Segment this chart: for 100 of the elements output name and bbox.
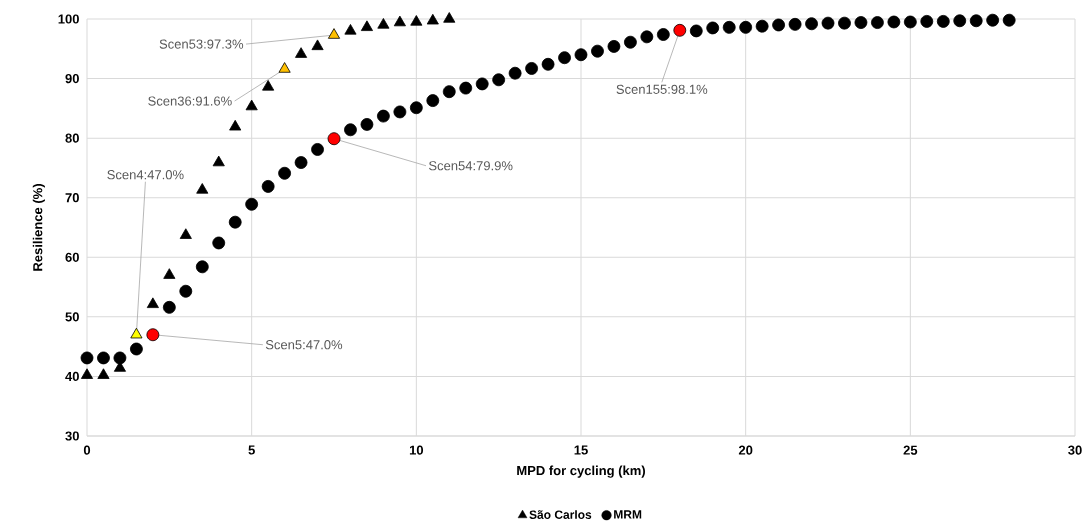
point: [854, 16, 868, 29]
y-axis-title: Resilience (%): [32, 184, 45, 271]
point: [195, 260, 209, 274]
point: [212, 236, 226, 250]
point: [443, 12, 456, 23]
point: [887, 15, 901, 29]
point: [409, 101, 423, 115]
point: [179, 284, 193, 298]
point: [903, 15, 917, 29]
point: [986, 13, 1000, 27]
point: [377, 109, 390, 123]
point: [838, 16, 851, 30]
point: [278, 166, 291, 180]
y-tick-label: 100: [58, 14, 79, 24]
point: [162, 300, 176, 314]
point: [146, 297, 159, 308]
point: [295, 47, 308, 58]
legend-label: MRM: [614, 510, 642, 519]
x-axis-title: MPD for cycling (km): [517, 465, 645, 478]
point: [656, 28, 670, 41]
x-tick-label: 5: [248, 445, 255, 455]
annotation: Scen36:91.6%: [148, 96, 232, 106]
annotation: Scen5:47.0%: [265, 340, 343, 350]
point: [97, 351, 110, 365]
point: [228, 215, 242, 229]
point: [558, 51, 571, 65]
x-tick-label: 15: [574, 445, 588, 455]
point: [245, 99, 258, 111]
point: [410, 15, 423, 26]
point: [1002, 13, 1016, 27]
point: [294, 156, 308, 169]
point: [311, 39, 324, 51]
point: [426, 94, 440, 108]
legend-label: São Carlos: [529, 510, 592, 519]
point: [936, 14, 950, 28]
point: [327, 28, 341, 39]
point: [113, 351, 127, 365]
point: [953, 14, 967, 28]
point: [163, 268, 176, 279]
point: [130, 342, 143, 356]
point: [475, 77, 489, 91]
point: [739, 20, 753, 34]
point: [689, 24, 703, 38]
annotation: Scen54:79.9%: [429, 161, 513, 171]
point: [755, 19, 769, 33]
y-tick-label: 90: [65, 73, 79, 84]
y-tick-label: 80: [65, 133, 79, 143]
annotation: Scen155:98.1%: [616, 84, 708, 94]
point: [327, 132, 341, 146]
point: [196, 183, 209, 194]
point: [261, 180, 275, 193]
annotation: Scen4:47.0%: [107, 170, 184, 180]
y-tick-label: 70: [65, 193, 79, 203]
point: [871, 16, 884, 29]
point: [344, 24, 357, 35]
y-tick-label: 30: [65, 431, 79, 441]
point: [130, 327, 143, 339]
point: [772, 18, 786, 32]
point: [360, 118, 374, 131]
point: [212, 155, 225, 167]
x-tick-label: 0: [83, 445, 91, 455]
point: [788, 17, 802, 31]
point: [344, 123, 357, 137]
point: [459, 81, 473, 95]
point: [146, 328, 160, 342]
point: [97, 368, 110, 379]
x-tick-label: 20: [738, 445, 753, 455]
point: [821, 16, 835, 30]
point: [442, 85, 456, 99]
point: [607, 40, 621, 53]
point: [80, 351, 94, 365]
point: [377, 18, 390, 29]
point: [673, 23, 687, 37]
point: [920, 14, 934, 28]
point: [245, 197, 259, 211]
y-tick-label: 60: [65, 252, 79, 262]
point: [229, 119, 242, 131]
point: [278, 62, 291, 73]
x-tick-label: 25: [903, 445, 918, 455]
point: [722, 20, 736, 34]
point: [805, 17, 818, 31]
point: [624, 35, 637, 49]
point: [574, 48, 588, 62]
y-tick-label: 40: [65, 371, 79, 382]
point: [311, 143, 324, 156]
point: [393, 105, 407, 119]
y-tick-label: 50: [65, 312, 79, 322]
x-tick-label: 30: [1068, 445, 1082, 455]
point: [492, 73, 506, 87]
point: [80, 368, 94, 379]
point: [360, 20, 373, 31]
point: [262, 80, 275, 91]
point: [706, 21, 720, 35]
x-tick-label: 10: [409, 445, 424, 455]
point: [508, 66, 522, 80]
point: [393, 15, 406, 27]
point: [525, 62, 539, 75]
point: [640, 30, 654, 44]
point: [591, 44, 604, 58]
point: [969, 14, 983, 28]
